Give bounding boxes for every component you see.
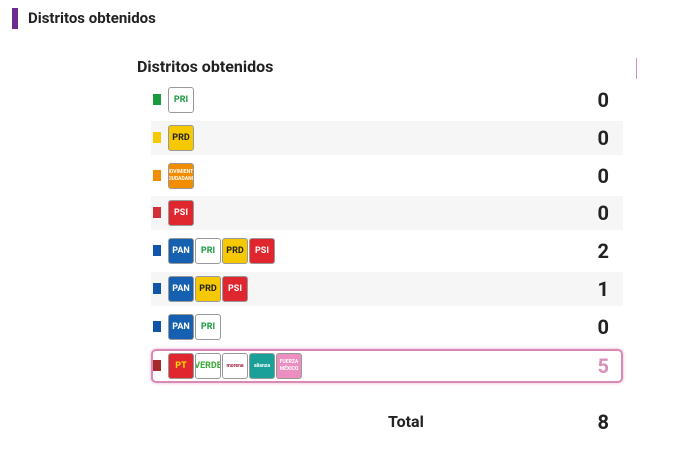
party-logo: PSI: [249, 238, 275, 264]
party-logo: PAN: [168, 314, 194, 340]
party-logo: PSI: [168, 200, 194, 226]
party-logo: PRI: [195, 314, 221, 340]
table-row: [151, 83, 623, 117]
party-logo: PAN: [168, 276, 194, 302]
total-label: Total: [388, 412, 424, 431]
party-color: [153, 132, 161, 143]
row-value: 5: [597, 354, 609, 378]
table-row: [151, 310, 623, 344]
total-value: 8: [597, 410, 609, 434]
row-value: 2: [597, 239, 609, 263]
party-color: [153, 245, 161, 256]
row-value: 0: [597, 315, 609, 339]
table-row: [151, 159, 623, 193]
party-logo: VERDE: [195, 353, 221, 379]
party-logo: alianza: [249, 353, 275, 379]
party-color: [153, 360, 161, 371]
party-logo: MOVIMIENTO CIUDADANO: [168, 163, 194, 189]
party-color: [153, 94, 161, 105]
row-value: 1: [597, 277, 609, 301]
party-logo: PRD: [222, 238, 248, 264]
row-value: 0: [597, 164, 609, 188]
party-logo: PAN: [168, 238, 194, 264]
party-logo: PRI: [168, 87, 194, 113]
party-color: [153, 170, 161, 181]
party-logo: morena: [222, 353, 248, 379]
table-row: [151, 196, 623, 230]
party-logo: PSI: [222, 276, 248, 302]
party-logo: PRI: [195, 238, 221, 264]
table-row: [151, 121, 623, 155]
party-logo: FUERZA MÉXICO: [276, 353, 302, 379]
header-bar: [12, 8, 18, 29]
row-value: 0: [597, 88, 609, 112]
party-color: [153, 321, 161, 332]
party-color: [153, 207, 161, 218]
party-logo: PRD: [195, 276, 221, 302]
party-logo: PRD: [168, 125, 194, 151]
row-value: 0: [597, 201, 609, 225]
header-title: Distritos obtenidos: [28, 9, 156, 27]
table-title: Distritos obtenidos: [137, 57, 274, 76]
divider: [636, 58, 637, 79]
party-logo: PT: [168, 353, 194, 379]
row-value: 0: [597, 126, 609, 150]
party-color: [153, 283, 161, 294]
